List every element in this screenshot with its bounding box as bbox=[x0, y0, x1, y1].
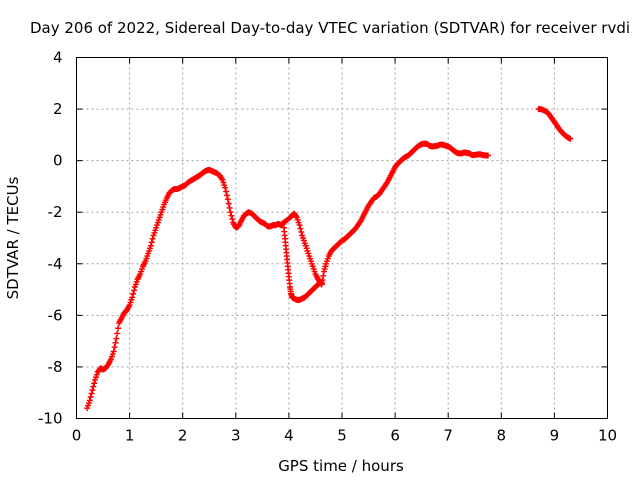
x-tick-label: 1 bbox=[125, 427, 135, 445]
data-point bbox=[223, 188, 230, 195]
data-point bbox=[296, 222, 303, 229]
data-point bbox=[222, 184, 229, 191]
data-point bbox=[130, 290, 137, 297]
x-axis-tick-labels: 0 1 2 3 4 5 6 7 8 9 10 bbox=[72, 427, 617, 445]
data-point bbox=[320, 272, 327, 279]
x-tick-label: 5 bbox=[337, 427, 347, 445]
data-point bbox=[356, 219, 363, 226]
x-tick-label: 2 bbox=[178, 427, 188, 445]
data-point bbox=[298, 228, 305, 235]
data-point bbox=[292, 213, 299, 220]
x-tick-label: 8 bbox=[497, 427, 507, 445]
data-point bbox=[86, 397, 93, 404]
data-point bbox=[110, 348, 117, 355]
data-point bbox=[228, 212, 235, 219]
data-point bbox=[149, 235, 156, 242]
data-point bbox=[226, 204, 233, 211]
x-tick-label: 3 bbox=[231, 427, 241, 445]
data-point bbox=[229, 216, 236, 223]
data-point bbox=[111, 344, 118, 351]
data-point bbox=[383, 180, 390, 187]
y-tick-label: -10 bbox=[38, 410, 63, 428]
x-tick-label: 4 bbox=[284, 427, 294, 445]
data-point bbox=[227, 209, 234, 216]
data-point bbox=[147, 242, 154, 249]
x-tick-label: 7 bbox=[443, 427, 453, 445]
data-point bbox=[225, 200, 232, 207]
chart-title: Day 206 of 2022, Sidereal Day-to-day VTE… bbox=[30, 19, 630, 37]
x-tick-label: 6 bbox=[390, 427, 400, 445]
x-axis-label: GPS time / hours bbox=[278, 457, 404, 475]
data-point bbox=[115, 325, 122, 332]
y-axis-label: SDTVAR / TECUs bbox=[4, 176, 22, 299]
data-point bbox=[114, 330, 121, 337]
data-point bbox=[567, 135, 574, 142]
data-point bbox=[129, 294, 136, 301]
data-point bbox=[318, 280, 325, 287]
y-tick-label: -6 bbox=[48, 306, 63, 324]
data-point bbox=[104, 362, 111, 369]
data-point bbox=[91, 380, 98, 387]
data-series-sdtvar bbox=[84, 106, 574, 412]
data-point bbox=[485, 152, 492, 159]
data-point bbox=[112, 339, 119, 346]
y-tick-label: -4 bbox=[48, 255, 63, 273]
data-point bbox=[297, 225, 304, 232]
data-point bbox=[223, 192, 230, 199]
data-point bbox=[224, 196, 231, 203]
data-point bbox=[131, 287, 138, 294]
data-point bbox=[113, 335, 120, 342]
axis-ticks bbox=[76, 57, 608, 419]
y-tick-label: -2 bbox=[48, 203, 63, 221]
data-point bbox=[148, 239, 155, 246]
data-point bbox=[89, 387, 96, 394]
y-axis-tick-labels: 4 2 0 -2 -4 -6 -8 -10 bbox=[38, 49, 63, 428]
y-tick-label: 0 bbox=[53, 152, 63, 170]
x-tick-label: 10 bbox=[598, 427, 617, 445]
x-tick-label: 0 bbox=[72, 427, 82, 445]
y-tick-label: 4 bbox=[53, 49, 63, 67]
data-point bbox=[90, 383, 97, 390]
x-tick-label: 9 bbox=[550, 427, 560, 445]
y-tick-label: -8 bbox=[48, 358, 63, 376]
y-tick-label: 2 bbox=[53, 100, 63, 118]
data-point bbox=[88, 390, 95, 397]
data-point bbox=[87, 394, 94, 401]
